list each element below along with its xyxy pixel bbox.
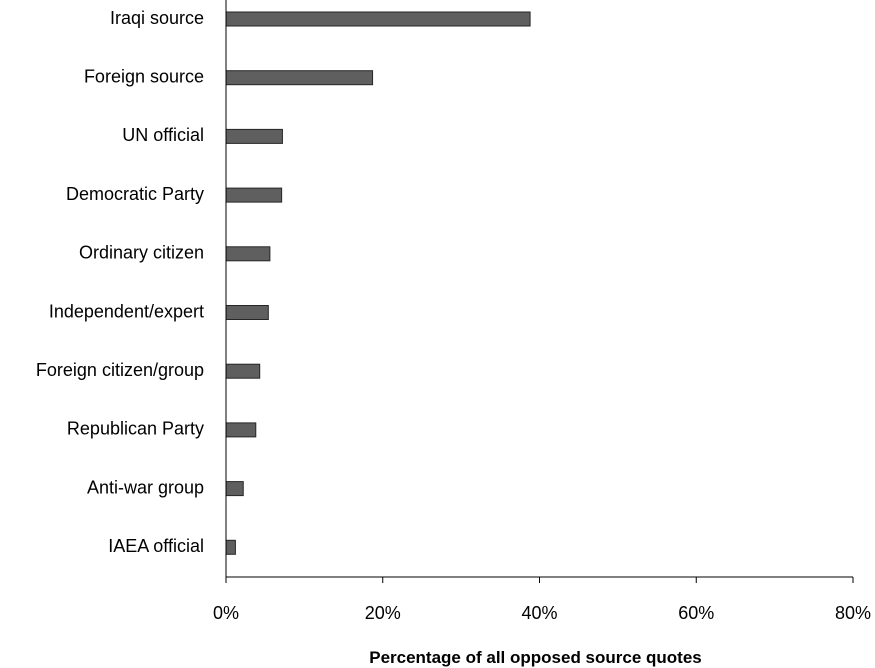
bar-iaea-official <box>225 539 236 555</box>
bar-ordinary-citizen <box>225 246 271 262</box>
x-axis-title: Percentage of all opposed source quotes <box>369 648 702 667</box>
bars-layer <box>225 11 531 555</box>
bar-un-official <box>225 128 283 144</box>
category-label-anti-war-group: Anti-war group <box>87 477 204 497</box>
x-tick-label-80: 80% <box>835 603 871 623</box>
bar-foreign-citizen-group <box>225 363 261 379</box>
category-labels: Iraqi source Foreign source UN official Dem… <box>36 8 204 556</box>
bar-iraqi-source <box>225 11 531 27</box>
category-label-foreign-citizen-group: Foreign citizen/group <box>36 360 204 380</box>
category-label-foreign-source: Foreign source <box>84 66 204 86</box>
bar-democratic-party <box>225 187 283 203</box>
category-label-democratic-party: Democratic Party <box>66 184 204 204</box>
x-axis-ticks: 0% 20% 40% 60% 80% <box>213 577 871 623</box>
category-label-iraqi-source: Iraqi source <box>110 8 204 28</box>
bar-foreign-source <box>225 70 374 86</box>
category-label-un-official: UN official <box>122 125 204 145</box>
category-label-iaea-official: IAEA official <box>108 536 204 556</box>
category-label-republican-party: Republican Party <box>67 419 204 439</box>
bar-independent-expert <box>225 305 269 320</box>
x-tick-label-40: 40% <box>521 603 557 623</box>
x-tick-label-60: 60% <box>678 603 714 623</box>
x-tick-label-20: 20% <box>365 603 401 623</box>
x-tick-label-0: 0% <box>213 603 239 623</box>
bar-republican-party <box>225 422 257 438</box>
bar-anti-war-group <box>225 481 244 497</box>
category-label-independent-expert: Independent/expert <box>49 301 204 321</box>
category-label-ordinary-citizen: Ordinary citizen <box>79 243 204 263</box>
